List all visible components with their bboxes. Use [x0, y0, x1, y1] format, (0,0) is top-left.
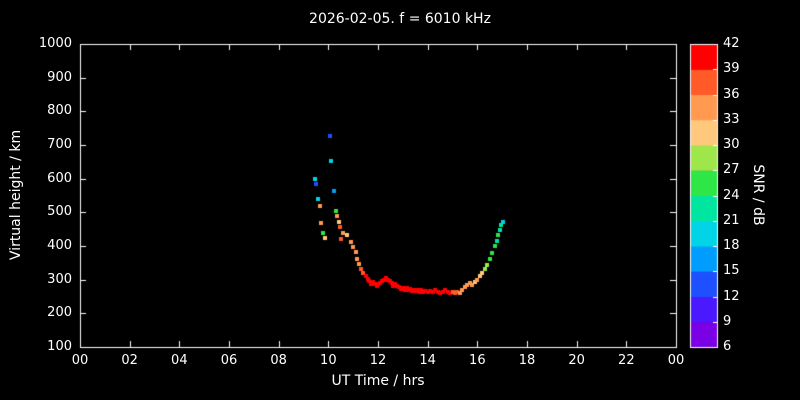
colorbar-tick-label: 6 [723, 339, 732, 354]
x-tick-label: 16 [469, 353, 486, 368]
colorbar-tick-label: 33 [723, 111, 740, 127]
chart-title: 2026-02-05. f = 6010 kHz [309, 11, 491, 27]
x-tick-label: 22 [618, 353, 635, 368]
y-tick-label: 900 [47, 69, 72, 85]
colorbar-tick-label: 9 [723, 313, 732, 329]
y-tick-label: 500 [47, 204, 72, 220]
x-axis-label: UT Time / hrs [331, 373, 425, 389]
colorbar-tick-label: 15 [723, 263, 740, 279]
x-tick-label: 06 [220, 353, 238, 368]
x-tick-label: 08 [270, 353, 287, 368]
colorbar-tick-label: 42 [723, 36, 740, 51]
y-tick-label: 1000 [38, 36, 72, 51]
colorbar-tick-label: 27 [723, 162, 740, 178]
colorbar-tick-label: 21 [723, 212, 740, 228]
x-tick-label: 02 [121, 353, 138, 368]
y-tick-label: 300 [47, 271, 72, 287]
y-tick-label: 200 [47, 305, 72, 321]
colorbar-tick-label: 18 [723, 238, 740, 253]
x-tick-label: 14 [419, 353, 436, 368]
colorbar-tick-label: 39 [723, 61, 740, 77]
x-tick-label: 20 [568, 353, 585, 368]
colorbar-tick-label: 36 [723, 86, 740, 102]
y-tick-label: 100 [47, 339, 72, 354]
y-axis-label: Virtual height / km [8, 129, 24, 261]
x-tick-label: 04 [171, 353, 188, 368]
y-tick-label: 700 [47, 137, 72, 152]
colorbar-tick-label: 12 [723, 288, 740, 304]
y-tick-label: 400 [47, 238, 72, 253]
x-tick-label: 10 [320, 353, 337, 368]
x-tick-label: 12 [369, 353, 387, 368]
x-tick-label: 00 [71, 353, 89, 368]
x-tick-label: 18 [518, 353, 536, 368]
colorbar-tick-label: 30 [723, 137, 740, 152]
y-tick-label: 800 [47, 103, 72, 119]
x-tick-label: 00 [667, 353, 685, 368]
y-tick-label: 600 [47, 170, 72, 186]
colorbar-tick-label: 24 [723, 187, 740, 203]
